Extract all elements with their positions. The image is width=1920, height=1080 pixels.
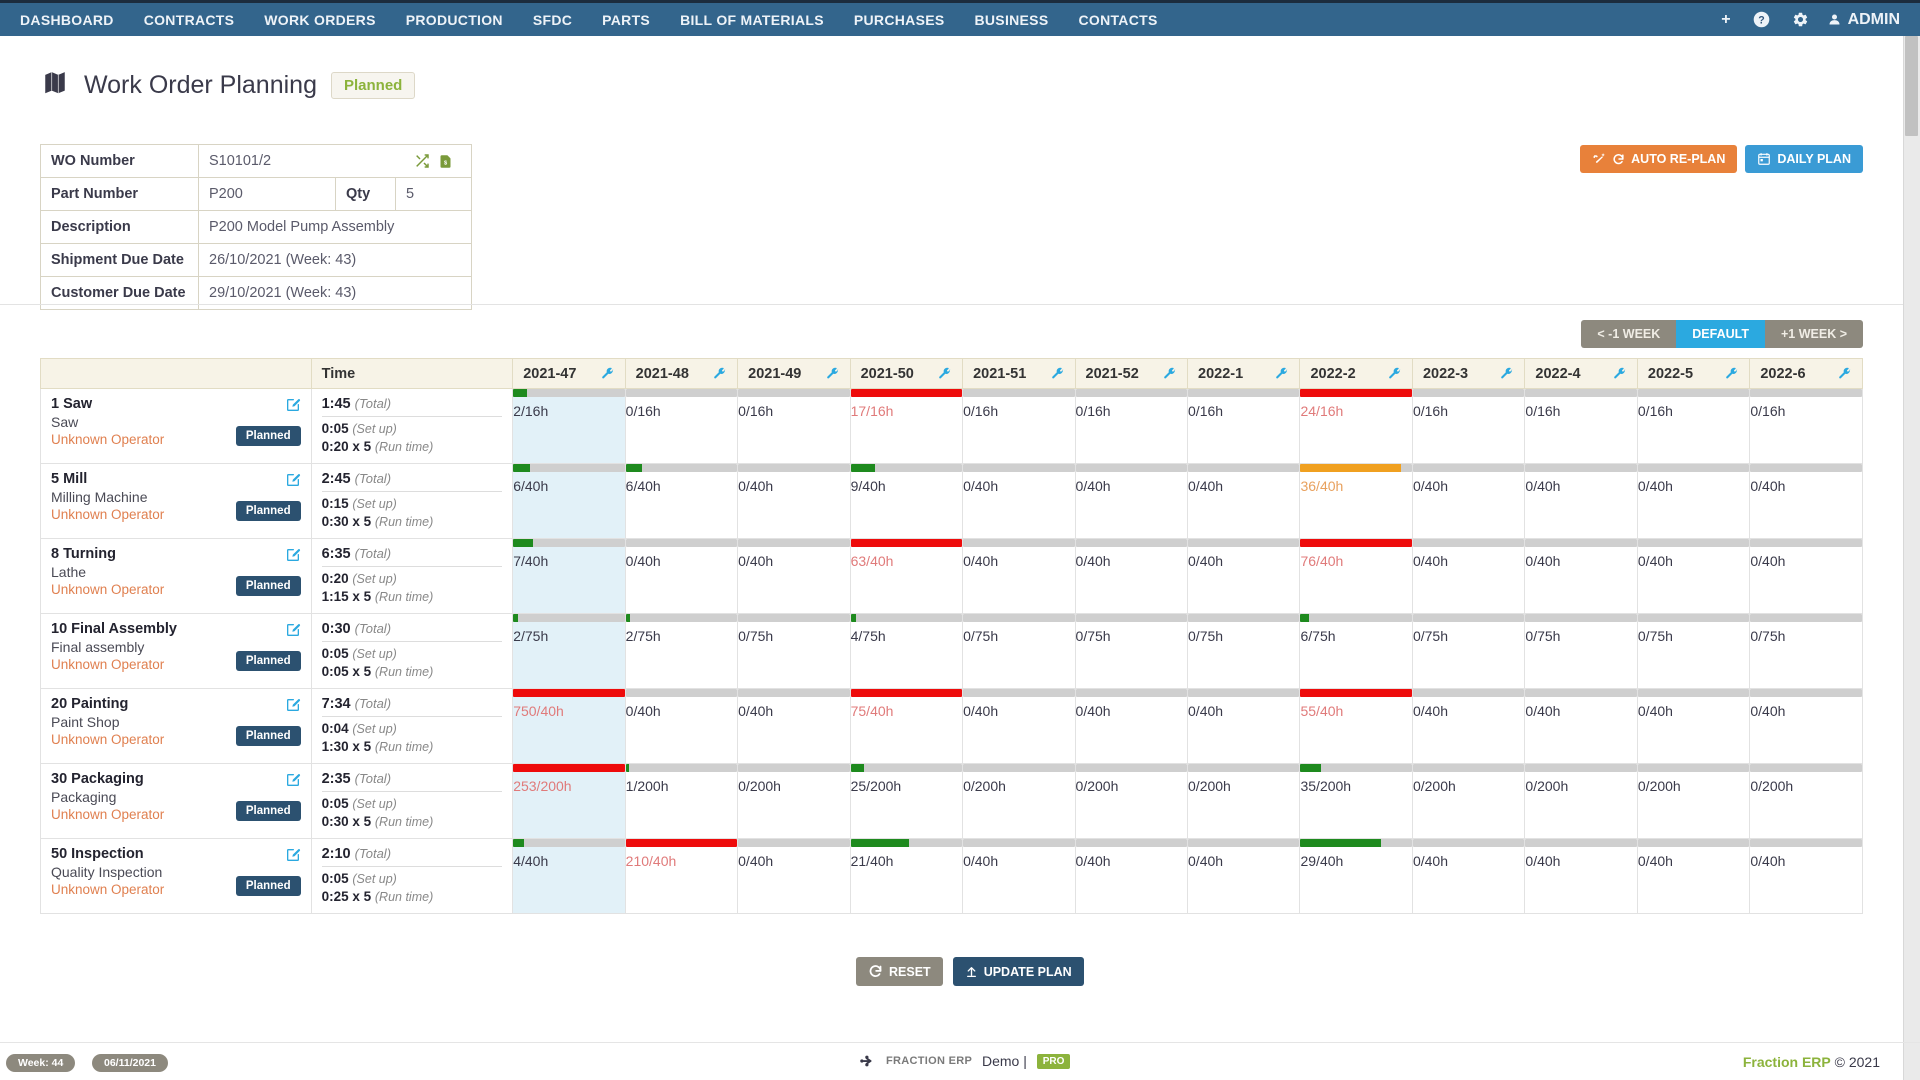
svg-text:?: ? [1758,14,1764,26]
